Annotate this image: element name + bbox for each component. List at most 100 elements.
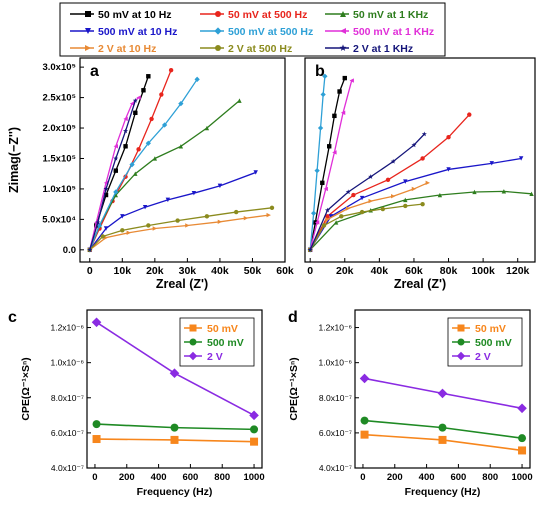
series-line [89, 100, 136, 251]
x-tick-label: 800 [482, 472, 498, 483]
data-point [501, 189, 507, 194]
data-point [489, 161, 494, 166]
data-point [266, 212, 271, 218]
data-point [165, 197, 171, 203]
series-line [89, 78, 198, 251]
legend-label: 500 mV at 500 Hz [228, 26, 313, 38]
y-tick-label: 6.0x10⁻⁷ [319, 428, 352, 438]
data-point [237, 98, 242, 103]
panel-frame [304, 57, 536, 263]
data-point [411, 142, 417, 148]
x-tick-label: 10k [114, 265, 132, 277]
x-tick-label: 20k [146, 265, 164, 277]
data-point [141, 88, 146, 93]
data-point [178, 101, 184, 107]
y-tick-label: 2.0x10⁵ [42, 123, 76, 134]
data-point [146, 74, 151, 79]
data-point [322, 73, 328, 79]
data-point [103, 226, 109, 231]
x-tick-label: 800 [214, 472, 230, 483]
data-point [360, 430, 369, 439]
y-tick-label: 8.0x10⁻⁷ [319, 393, 352, 403]
legend-marker [339, 44, 347, 51]
y-tick-label: 2.5x10⁵ [42, 93, 76, 104]
data-point [390, 158, 396, 164]
series-line [89, 171, 256, 251]
data-point [204, 214, 210, 219]
legend-label: 50 mV at 500 Hz [228, 9, 307, 21]
data-point [349, 78, 354, 83]
data-point [359, 195, 365, 201]
data-point [133, 110, 138, 116]
data-point [129, 161, 135, 168]
legend-marker [215, 11, 221, 17]
data-point [368, 174, 374, 179]
data-point [146, 223, 151, 228]
panel-frame [86, 309, 263, 469]
data-point [243, 215, 249, 221]
y-tick-label: 3.0x10⁵ [42, 62, 76, 73]
x-tick-label: 40k [211, 265, 229, 277]
x-tick-label: 20k [336, 265, 354, 277]
x-axis-title: Zreal (Z') [394, 277, 446, 291]
y-tick-label: 6.0x10⁻⁷ [51, 428, 84, 438]
panel-frame [79, 57, 286, 263]
series-line [89, 69, 172, 251]
data-point [250, 425, 259, 434]
data-point [390, 194, 396, 199]
data-point [467, 112, 472, 117]
legend-label: 2 V [207, 351, 223, 363]
data-point [204, 125, 210, 131]
data-point [175, 218, 180, 223]
y-tick-label: 0.0 [63, 245, 76, 256]
data-point [437, 192, 443, 198]
y-tick-label: 1.0x10⁻⁶ [318, 358, 352, 368]
legend-box [59, 2, 446, 57]
data-point [249, 410, 259, 421]
legend-label: 50 mV [207, 323, 238, 335]
series-line [309, 80, 353, 250]
series-line [309, 76, 326, 250]
data-point [307, 247, 313, 252]
data-point [269, 205, 275, 211]
series-line [309, 190, 532, 251]
data-point [152, 226, 158, 231]
data-point [136, 95, 141, 100]
data-point [253, 170, 258, 175]
data-point [360, 416, 369, 425]
data-point [342, 75, 347, 81]
x-tick-label: 0 [307, 265, 313, 277]
x-tick-label: 400 [151, 472, 167, 483]
data-point [518, 156, 524, 161]
x-tick-label: 0 [87, 265, 93, 277]
data-point [420, 156, 425, 161]
data-point [359, 209, 365, 215]
data-point [368, 198, 373, 204]
data-point [113, 192, 118, 198]
legend-label: 50 mV at 10 Hz [98, 9, 172, 21]
data-point [328, 214, 334, 219]
data-point [132, 97, 138, 103]
y-tick-label: 1.0x10⁻⁶ [50, 358, 84, 368]
data-point [403, 197, 408, 203]
x-tick-label: 30k [179, 265, 197, 277]
y-axis-title: CPE(Ω⁻¹×Sⁿ) [288, 357, 300, 420]
data-point [438, 435, 447, 444]
data-point [161, 122, 168, 128]
data-point [314, 220, 320, 225]
data-point [217, 183, 223, 189]
legend-label: 500 mV [475, 337, 512, 349]
data-point [325, 217, 330, 222]
data-point [437, 388, 448, 399]
data-point [92, 435, 101, 444]
x-tick-label: 50k [244, 265, 262, 277]
panel-frame [354, 309, 531, 469]
data-point [123, 144, 128, 149]
series-line [89, 207, 273, 251]
data-point [351, 192, 356, 198]
legend-label: 500 mV at 10 Hz [98, 26, 177, 38]
data-point [332, 113, 337, 119]
data-point [321, 223, 327, 228]
x-axis-title: Frequency (Hz) [137, 486, 213, 498]
